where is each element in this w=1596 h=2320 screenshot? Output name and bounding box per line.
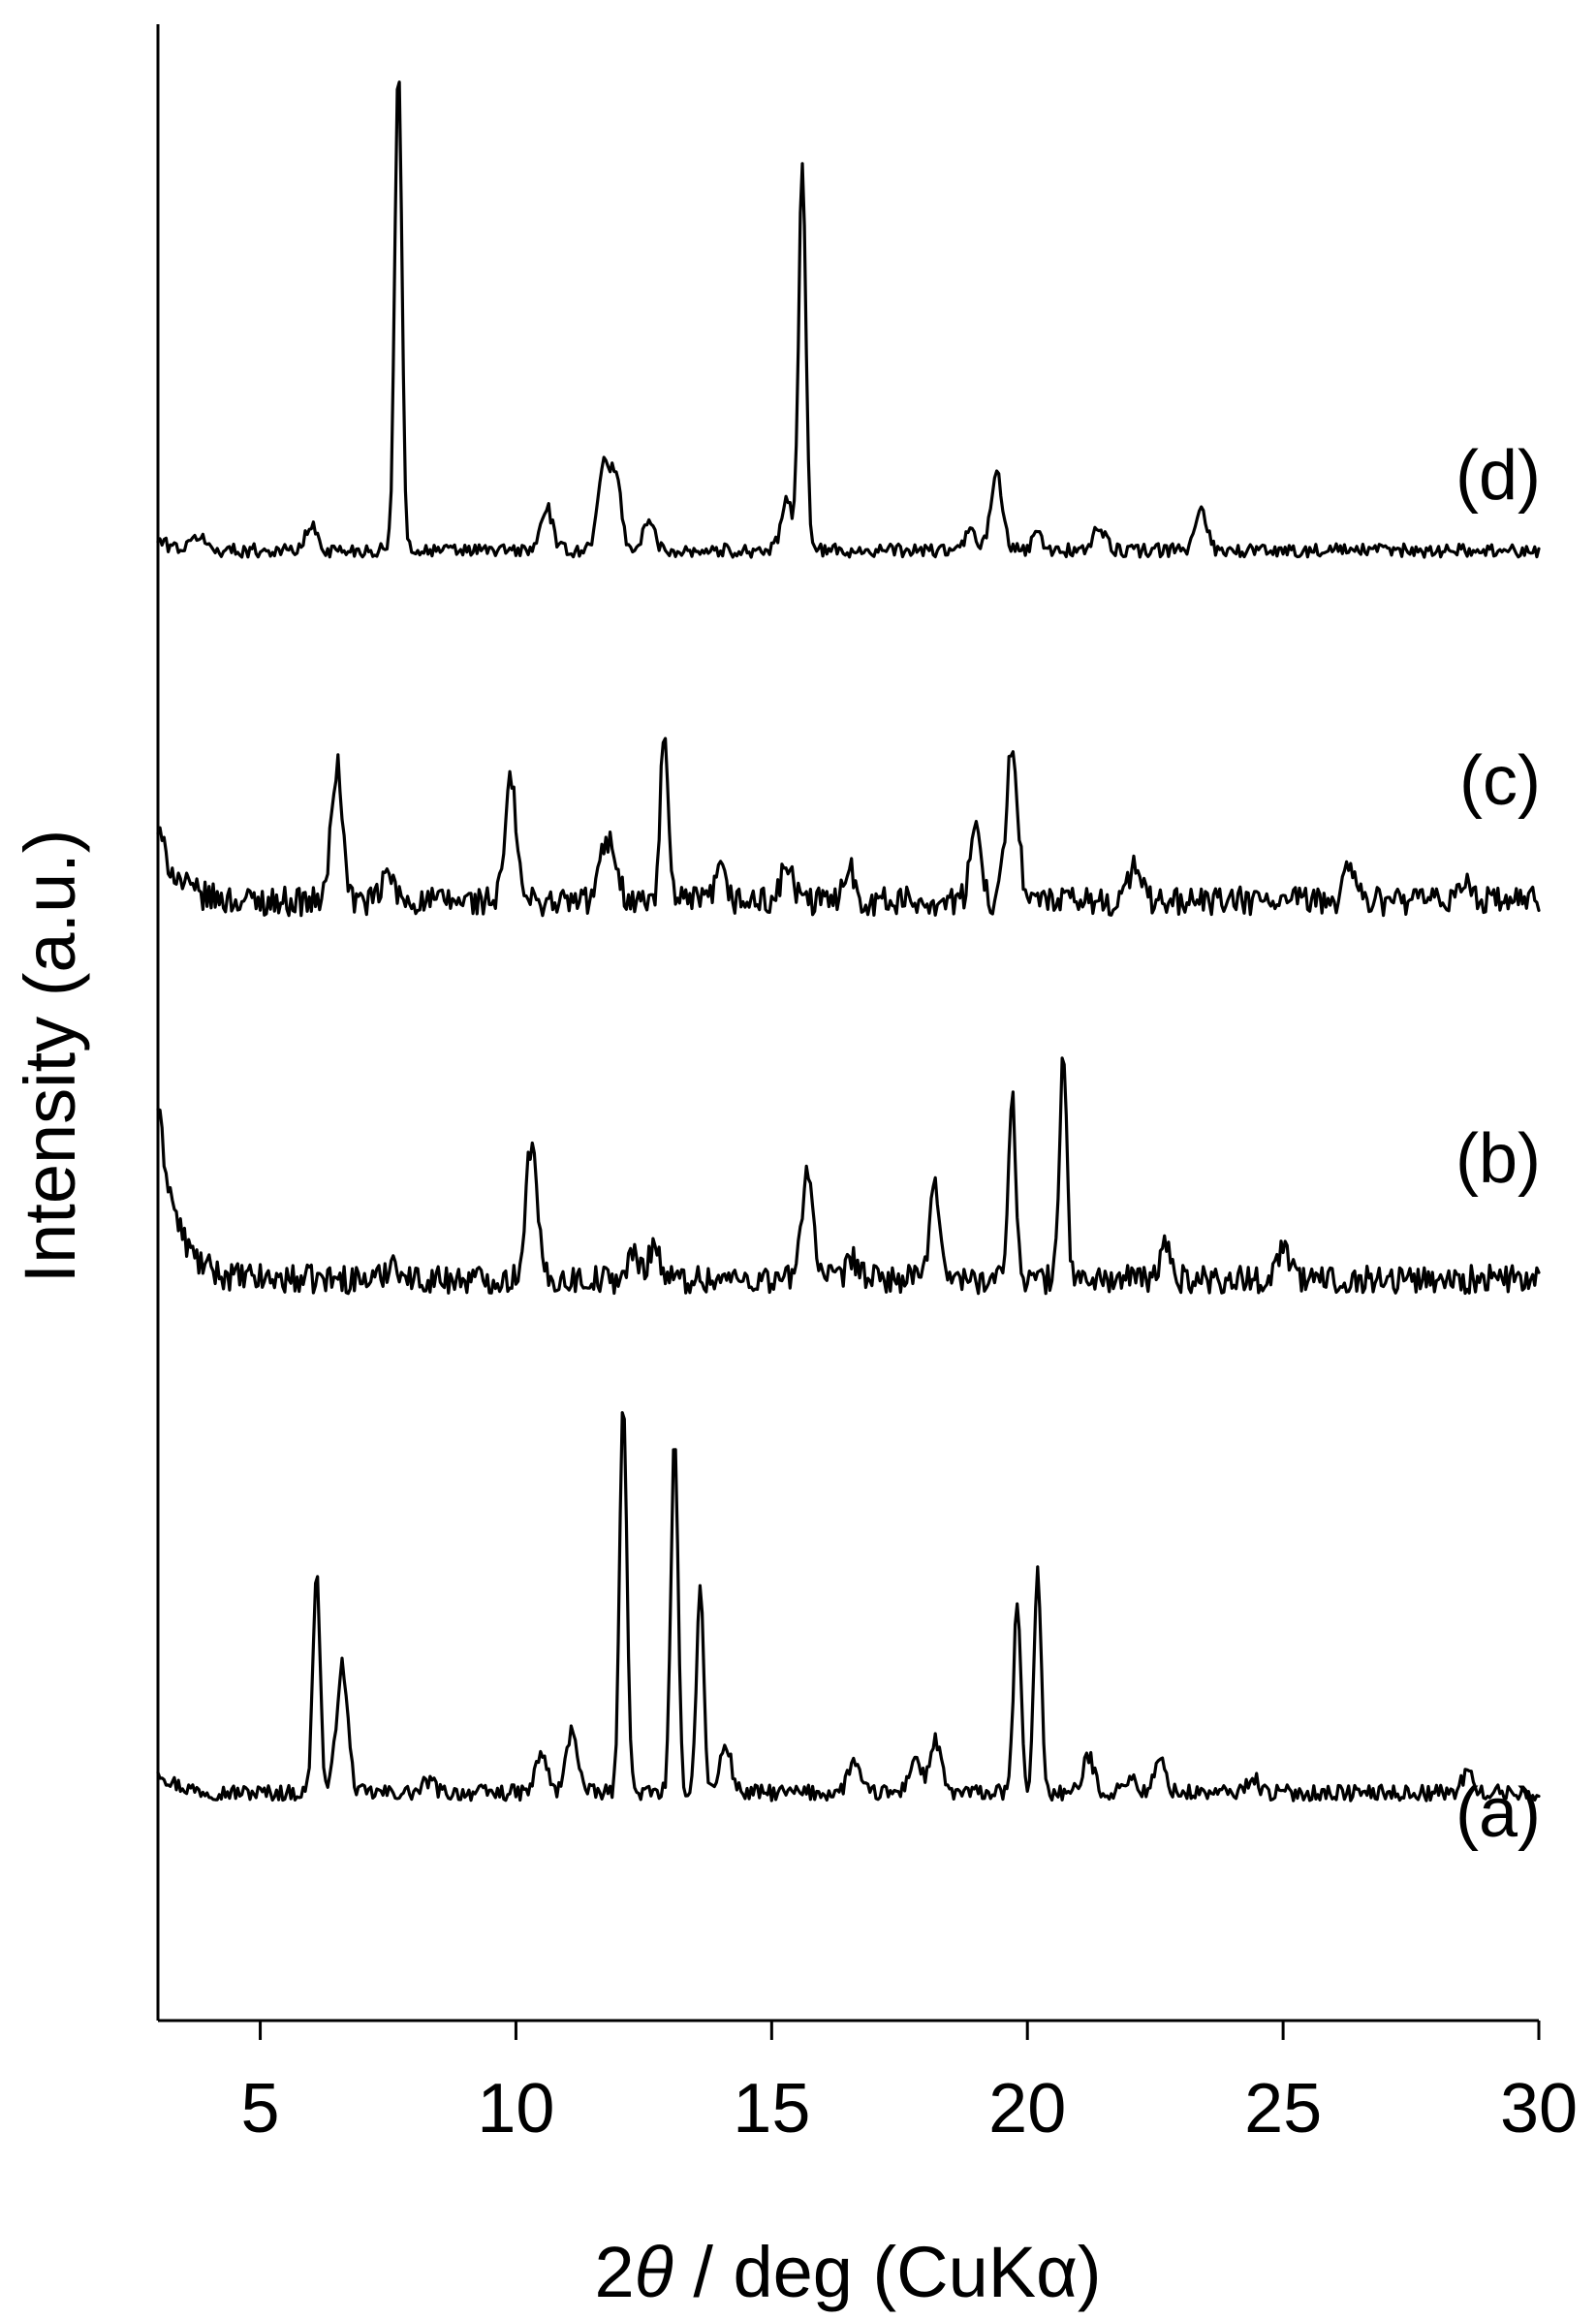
series-layer: (a) (b) (c) (d): [156, 80, 1541, 1852]
x-tick-label: 5: [241, 2070, 280, 2148]
x-axis-title: 2θ / deg (CuKα): [594, 2232, 1101, 2312]
pattern-label-d: (d): [1455, 437, 1541, 515]
pattern-line-b: [156, 1056, 1541, 1296]
y-axis-title: Intensity (a.u.): [10, 830, 90, 1284]
pattern-line-d: [156, 80, 1541, 559]
x-axis-ticks: 5 10 15 20 25 30: [241, 2021, 1578, 2148]
x-tick-label: 15: [733, 2070, 810, 2148]
pattern-label-a: (a): [1455, 1774, 1541, 1852]
x-tick-label: 20: [988, 2070, 1066, 2148]
pattern-label-b: (b): [1455, 1120, 1541, 1198]
x-tick-label: 10: [477, 2070, 554, 2148]
pattern-line-a: [156, 1411, 1541, 1803]
x-tick-label: 30: [1500, 2070, 1578, 2148]
pattern-line-c: [156, 737, 1541, 918]
pattern-label-c: (c): [1459, 742, 1541, 820]
x-tick-label: 25: [1244, 2070, 1322, 2148]
